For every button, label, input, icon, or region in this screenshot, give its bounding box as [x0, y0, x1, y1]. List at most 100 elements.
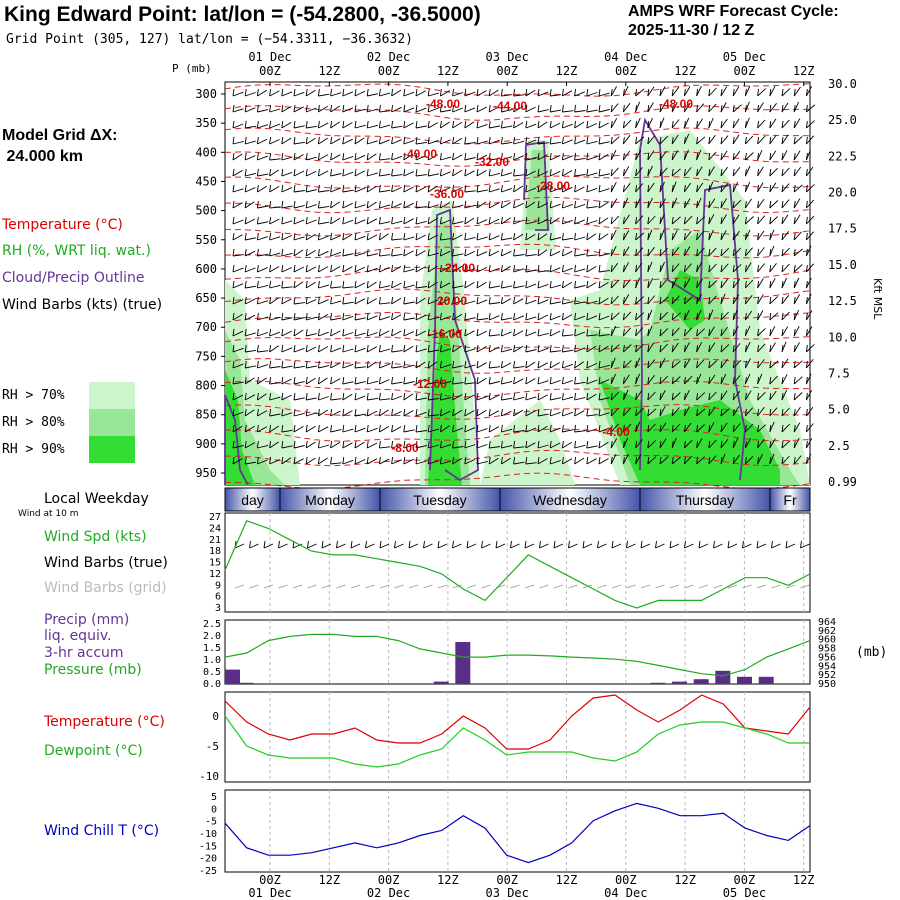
wind-barb — [598, 188, 610, 193]
wind-barb — [647, 295, 656, 305]
wind-barb-flag — [635, 104, 638, 113]
wind-barb — [744, 373, 751, 385]
wind-barb-flag — [391, 104, 394, 113]
wind-barb-flag — [769, 392, 772, 401]
wind-barb — [415, 445, 427, 449]
wind-barb-flag — [378, 440, 381, 449]
wind-barb-flag — [696, 392, 699, 401]
wind-barb — [391, 174, 403, 177]
wind-barb-flag — [610, 120, 613, 129]
wind-barb-flag — [744, 264, 747, 273]
legend-rh70-swatch — [89, 382, 135, 409]
wind-barb-flag — [452, 248, 455, 257]
wind-barb-flag — [452, 424, 455, 433]
wind-barb — [684, 167, 692, 177]
wind-barb-flag — [683, 232, 686, 241]
surface-wind-barb-flag — [394, 540, 396, 549]
wind-barb — [525, 427, 537, 433]
surface-wind-barb — [568, 543, 578, 549]
wind-barb-flag — [317, 440, 320, 449]
wind-barb-flag — [415, 296, 418, 305]
wind-barb — [379, 316, 391, 321]
wind-barb — [489, 157, 501, 161]
wind-barb — [293, 205, 305, 209]
wind-barb — [757, 343, 766, 353]
wind-barb — [647, 423, 656, 433]
temperature-line — [224, 694, 811, 750]
wind-barb-flag — [354, 312, 357, 321]
wind-barb-flag — [647, 360, 650, 369]
wind-barb-flag — [305, 88, 308, 97]
wind-barb — [623, 230, 630, 241]
wind-barb — [635, 439, 643, 449]
wind-barb — [342, 155, 354, 161]
wind-barb-flag — [574, 120, 577, 129]
wind-barb — [452, 446, 464, 449]
chill-panel-frame — [224, 789, 811, 873]
grid-wind-barb — [698, 584, 709, 589]
wind-barb — [330, 121, 341, 129]
wind-barb-flag — [366, 392, 369, 401]
wind-barb — [574, 268, 586, 273]
wind-barb-flag — [537, 360, 540, 369]
legend-rh: RH (%, WRT liq. wat.) — [2, 243, 151, 259]
wind-barb-flag — [708, 88, 711, 97]
wind-tick-label: 24 — [209, 523, 221, 534]
wind-barb-flag — [622, 376, 625, 385]
wind-barb — [366, 458, 378, 465]
wind-barb-flag — [647, 424, 650, 433]
wind-barb-flag — [671, 376, 674, 385]
wind-barb-flag — [476, 216, 479, 225]
wind-barb-flag — [488, 344, 491, 353]
wind-barb-flag — [427, 120, 430, 129]
wind-barb-flag — [342, 296, 345, 305]
wind-barb-flag — [452, 104, 455, 113]
wind-barb-flag — [598, 104, 601, 113]
wind-barb — [501, 217, 511, 225]
wind-barb — [659, 102, 667, 113]
wind-barb-flag — [317, 88, 320, 97]
wind-barb — [720, 344, 730, 353]
wind-barb-flag — [793, 312, 796, 321]
wind-barb — [293, 125, 305, 129]
wind-barb-flag — [610, 168, 613, 177]
wind-barb-flag — [354, 408, 357, 417]
wind-barb-flag — [244, 440, 247, 449]
wind-barb-flag — [476, 456, 479, 465]
wind-barb — [257, 377, 267, 385]
wind-barb — [232, 254, 244, 257]
legend-rh90-swatch — [89, 436, 135, 463]
wind-barb-flag — [757, 184, 760, 193]
wind-barb-flag — [622, 264, 625, 273]
wind-barb — [610, 391, 620, 401]
wind-barb — [745, 135, 754, 145]
wind-barb-flag — [635, 120, 638, 129]
wind-barb-flag — [452, 152, 455, 161]
wind-barb-flag — [513, 248, 516, 257]
wind-barb — [525, 170, 536, 177]
wind-barb-flag — [293, 88, 296, 97]
wind-barb-flag — [622, 408, 625, 417]
wind-barb — [501, 172, 513, 177]
wind-barb-flag — [476, 312, 479, 321]
wind-barb-flag — [256, 88, 259, 97]
legend-wind-barbs: Wind Barbs (kts) (true) — [2, 297, 163, 313]
wind-barb-flag — [232, 168, 235, 177]
wind-barb-flag — [415, 344, 418, 353]
surface-wind-barb-flag — [611, 540, 614, 549]
wind-barb — [550, 203, 561, 209]
wind-barb-flag — [574, 456, 577, 465]
wind-barb-flag — [769, 440, 772, 449]
wind-barb — [415, 234, 427, 241]
wind-barb-flag — [525, 136, 528, 145]
wind-barb — [513, 254, 525, 257]
surface-wind-barb — [727, 543, 738, 549]
wind-barb-flag — [354, 424, 357, 433]
wind-barb-flag — [622, 88, 625, 97]
wind-barb-flag — [598, 392, 601, 401]
wind-barb-flag — [732, 312, 735, 321]
wind-barb-flag — [732, 456, 735, 465]
wind-barb — [305, 441, 316, 449]
wind-barb — [708, 280, 718, 289]
wind-barb-flag — [598, 184, 601, 193]
